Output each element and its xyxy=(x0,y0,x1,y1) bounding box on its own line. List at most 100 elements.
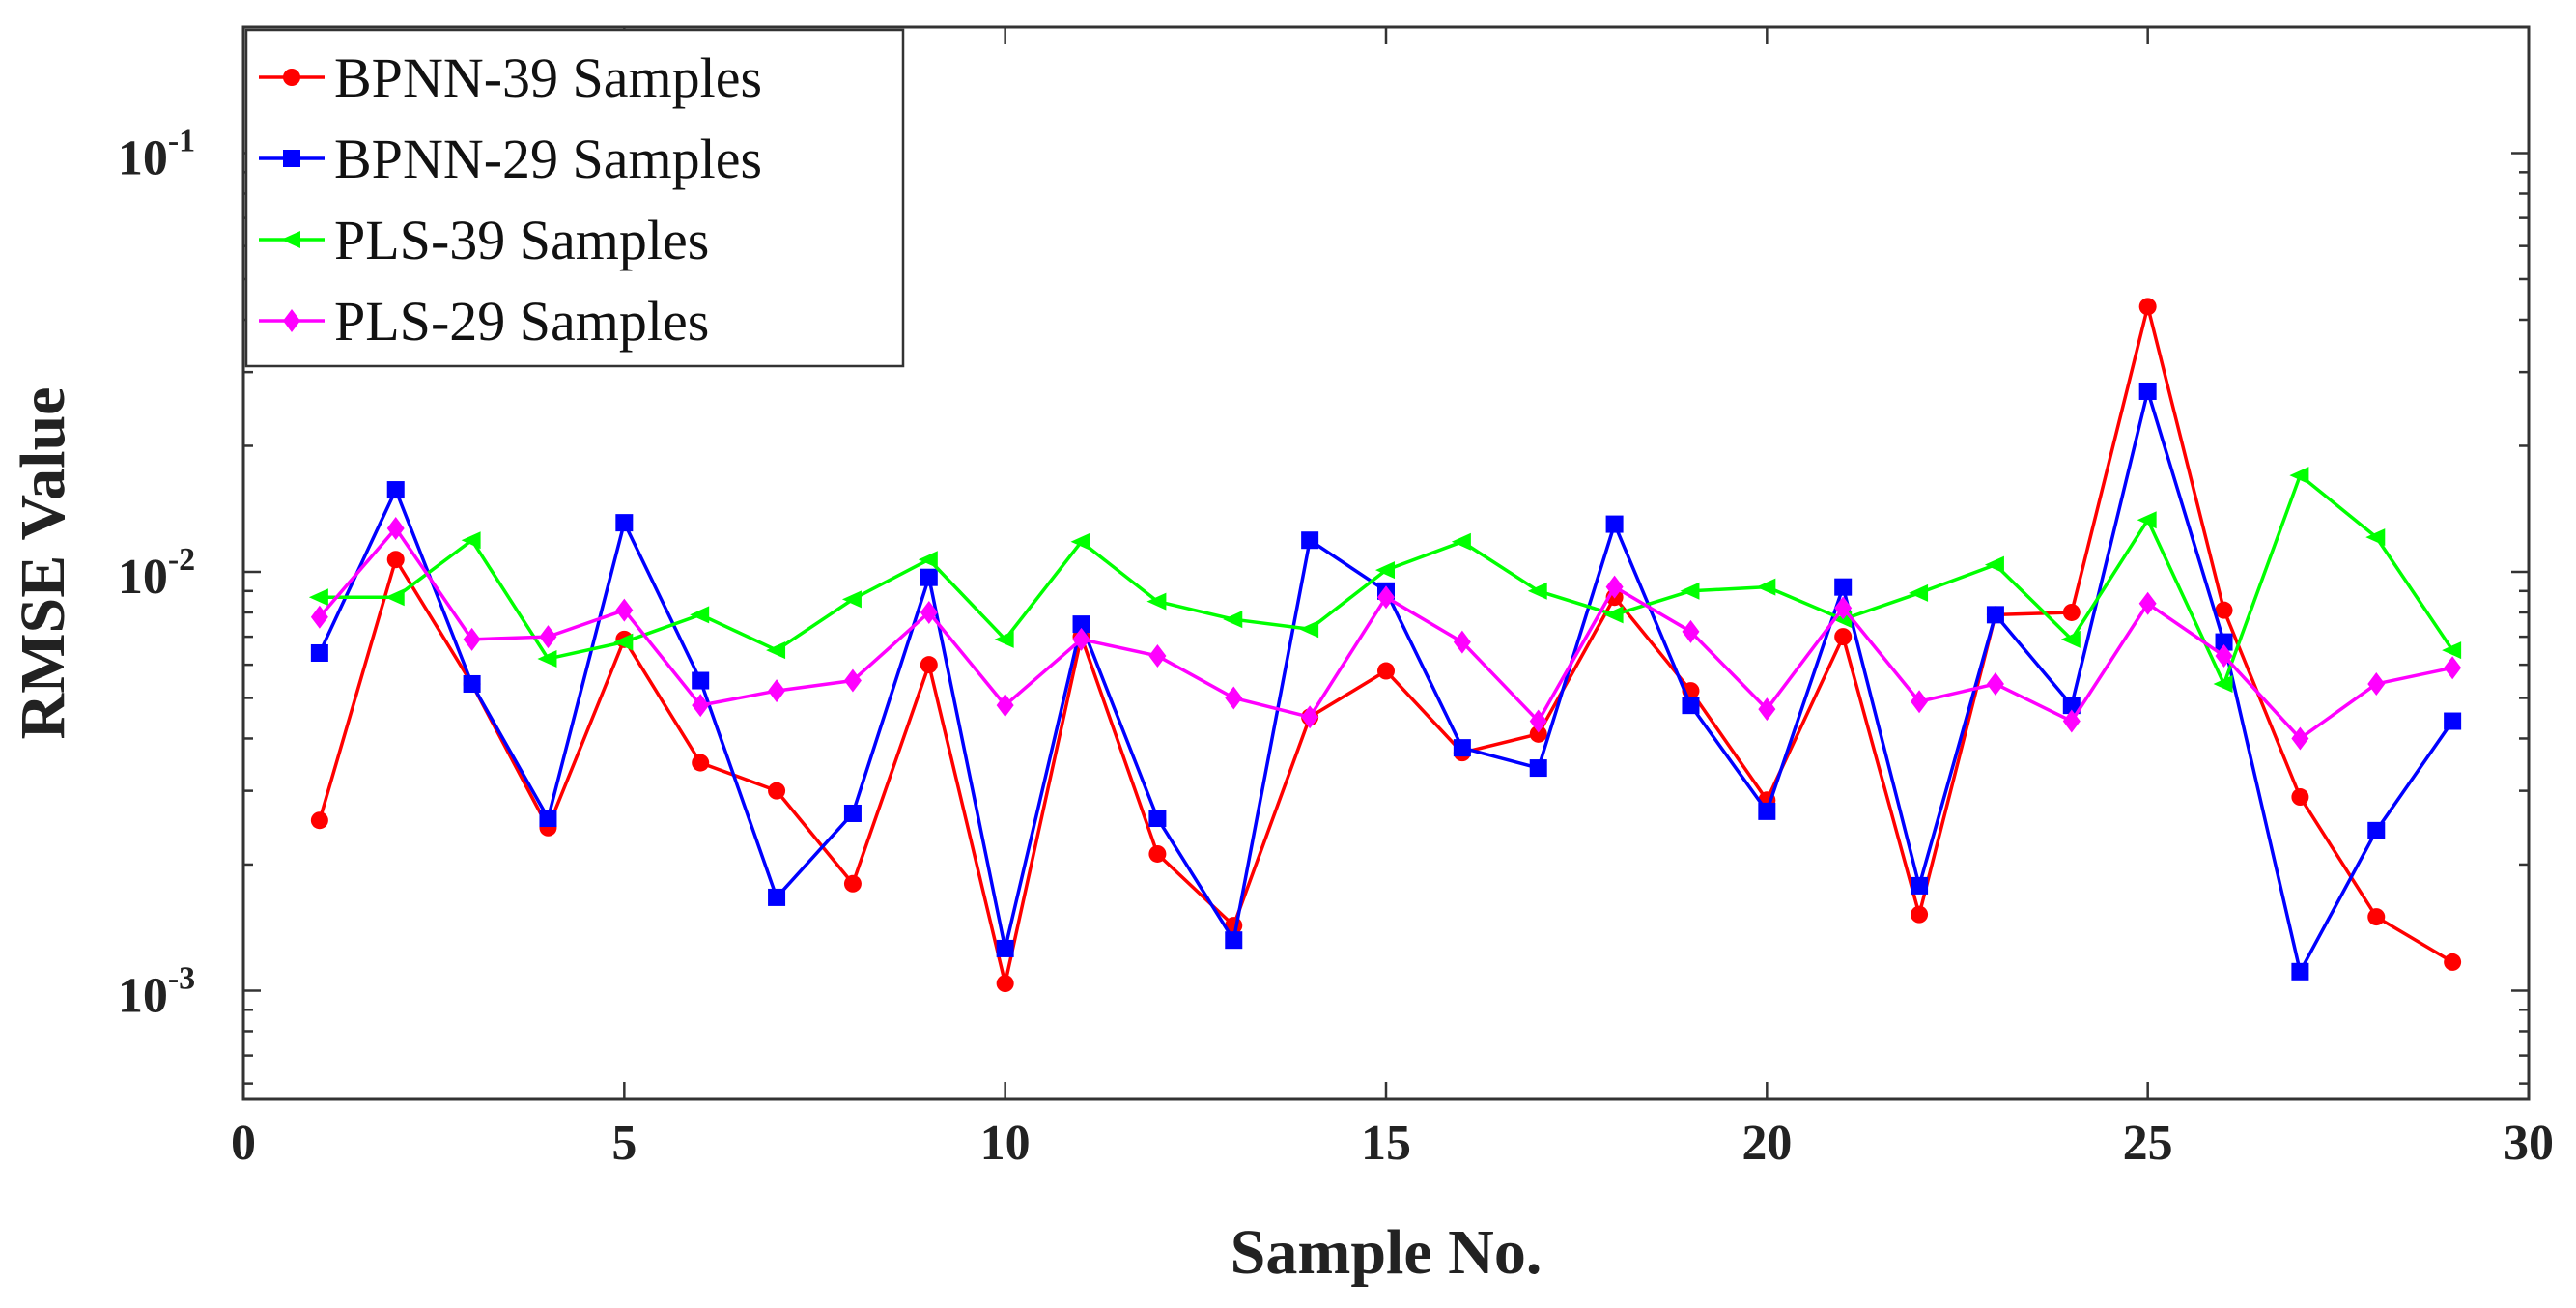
data-point xyxy=(1758,802,1776,820)
data-point xyxy=(692,754,710,772)
data-point xyxy=(1682,619,1700,643)
data-point xyxy=(2138,298,2157,316)
data-point xyxy=(841,590,862,609)
data-point xyxy=(1070,532,1090,551)
data-point xyxy=(463,627,481,651)
legend-label: PLS-29 Samples xyxy=(334,290,709,353)
data-point xyxy=(1909,583,1929,602)
data-point xyxy=(2444,656,2462,680)
data-point xyxy=(2215,633,2233,651)
x-tick-label: 20 xyxy=(1741,1116,1792,1171)
data-point xyxy=(996,939,1014,957)
data-point xyxy=(1148,643,1167,668)
data-point xyxy=(768,782,786,800)
data-point xyxy=(692,694,710,718)
data-point xyxy=(1301,531,1319,550)
x-axis: 0 5 10 15 20 25 30 xyxy=(231,27,2554,1171)
data-point xyxy=(384,588,405,607)
data-point xyxy=(1680,582,1700,600)
data-point xyxy=(2444,712,2462,730)
legend-marker xyxy=(283,309,300,332)
legend-item: PLS-39 Samples xyxy=(259,209,709,271)
x-tick-label: 10 xyxy=(980,1116,1031,1171)
data-point xyxy=(2062,603,2081,621)
legend-item: BPNN-39 Samples xyxy=(259,46,762,109)
data-point xyxy=(1834,596,1853,620)
x-tick-label: 15 xyxy=(1361,1116,1411,1171)
legend-marker xyxy=(281,231,300,248)
legend-label: BPNN-29 Samples xyxy=(334,128,762,190)
data-point xyxy=(1225,931,1243,950)
data-point xyxy=(2444,953,2462,971)
data-point xyxy=(310,643,328,662)
data-point xyxy=(1299,620,1319,639)
y-tick-label: 10-1 xyxy=(118,123,195,185)
data-point xyxy=(310,811,328,830)
data-point xyxy=(1529,759,1547,778)
data-point xyxy=(2367,671,2386,696)
data-point xyxy=(463,674,481,693)
data-point xyxy=(1911,905,1929,924)
data-point xyxy=(1146,592,1167,611)
data-point xyxy=(1453,739,1471,757)
legend-item: BPNN-29 Samples xyxy=(259,128,762,190)
data-point xyxy=(1834,578,1853,596)
data-point xyxy=(1527,582,1547,600)
data-point xyxy=(1529,725,1547,743)
data-point xyxy=(2138,382,2157,400)
data-point xyxy=(843,668,862,693)
y-tick-label: 10-3 xyxy=(118,960,195,1023)
legend-label: BPNN-39 Samples xyxy=(334,46,762,109)
data-point xyxy=(1682,697,1700,715)
data-point xyxy=(308,588,328,607)
data-point xyxy=(920,600,938,624)
data-point xyxy=(2215,601,2233,619)
data-point xyxy=(310,605,328,629)
data-point xyxy=(386,481,405,499)
data-point xyxy=(1148,844,1167,863)
data-point xyxy=(539,625,557,649)
data-point xyxy=(613,633,634,651)
data-point xyxy=(843,804,862,822)
data-point xyxy=(1603,606,1624,624)
data-point xyxy=(1986,671,2004,696)
legend-marker xyxy=(283,69,300,86)
data-point xyxy=(1605,515,1624,533)
data-point xyxy=(2213,674,2233,693)
x-axis-title: Sample No. xyxy=(1231,1217,1543,1288)
data-point xyxy=(1451,532,1471,551)
data-point xyxy=(2367,821,2386,839)
data-point xyxy=(1223,611,1243,629)
data-point xyxy=(2291,962,2309,981)
data-point xyxy=(1377,585,1395,610)
data-point xyxy=(1986,606,2004,624)
data-point xyxy=(843,874,862,893)
data-point xyxy=(2442,641,2462,660)
data-point xyxy=(1756,578,1776,596)
data-point xyxy=(1453,630,1471,654)
data-point xyxy=(1148,810,1167,828)
data-point xyxy=(2365,528,2386,547)
data-point xyxy=(2062,697,2081,715)
data-point xyxy=(1605,575,1624,599)
data-point xyxy=(461,531,481,550)
data-point xyxy=(386,516,405,540)
data-point xyxy=(2060,630,2081,648)
legend-label: PLS-39 Samples xyxy=(334,209,709,271)
data-point xyxy=(2062,709,2081,733)
y-axis-title: RMSE Value xyxy=(8,387,78,740)
data-point xyxy=(920,568,938,586)
data-point xyxy=(918,551,938,569)
legend-marker xyxy=(283,150,300,167)
data-point xyxy=(2291,788,2309,807)
data-point xyxy=(766,641,786,660)
data-point xyxy=(1377,662,1395,680)
data-point xyxy=(768,679,786,703)
data-point xyxy=(615,514,634,532)
data-point xyxy=(692,671,710,690)
data-point xyxy=(996,694,1014,718)
data-point xyxy=(2291,726,2309,751)
data-point xyxy=(690,606,710,624)
data-point xyxy=(1225,686,1243,710)
